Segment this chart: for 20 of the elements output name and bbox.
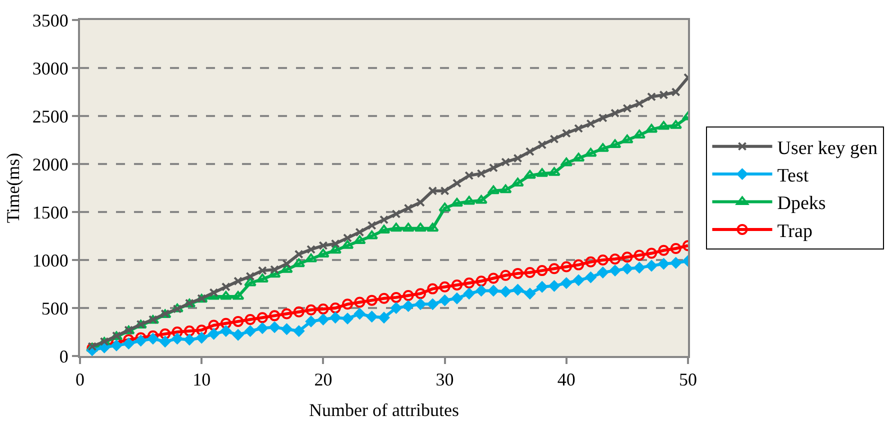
y-axis-title: Time(ms) <box>3 152 24 224</box>
y-tick-label: 2500 <box>32 106 68 126</box>
x-tick-label: 10 <box>192 370 211 390</box>
x-axis-title: Number of attributes <box>309 400 459 420</box>
y-tick-label: 500 <box>41 298 68 318</box>
x-tick-label: 20 <box>314 370 332 390</box>
legend-label: Trap <box>777 220 812 242</box>
y-tick-label: 0 <box>59 346 68 366</box>
x-tick-label: 40 <box>557 370 576 390</box>
y-tick-label: 3000 <box>32 58 68 78</box>
legend-label: Test <box>777 165 810 186</box>
y-tick-label: 3500 <box>32 10 68 30</box>
y-tick-label: 1000 <box>32 250 68 270</box>
legend-label: Dpeks <box>777 193 826 214</box>
y-tick-label: 1500 <box>32 202 68 222</box>
x-tick-label: 0 <box>76 370 84 390</box>
legend-label: User key gen <box>777 138 878 159</box>
x-tick-label: 30 <box>436 370 454 390</box>
y-tick-label: 2000 <box>32 154 68 174</box>
x-tick-label: 50 <box>679 370 697 390</box>
